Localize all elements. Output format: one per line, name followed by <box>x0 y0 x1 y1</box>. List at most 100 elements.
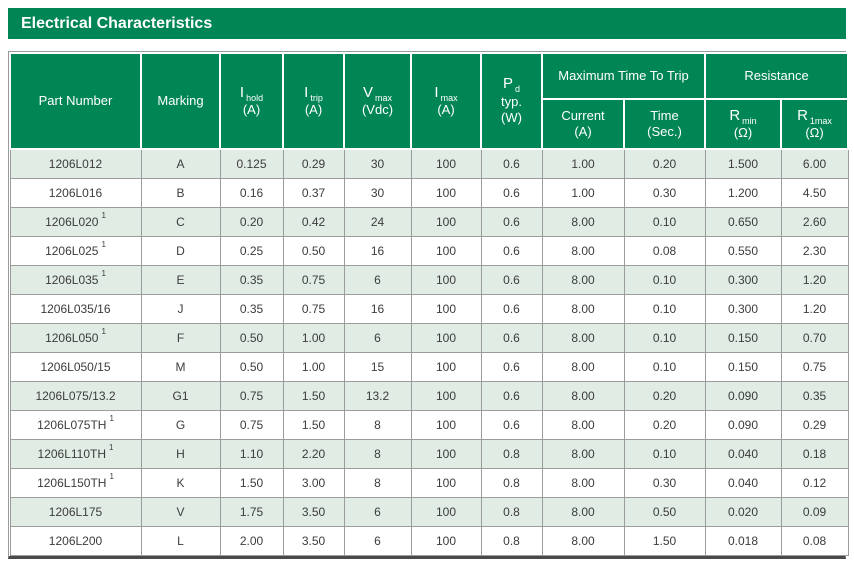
cell-i-trip: 1.50 <box>282 409 345 440</box>
p-d-subscript: d <box>515 84 521 95</box>
r-min-unit: (Ω) <box>733 125 753 141</box>
r-1max-subscript: 1max <box>809 115 832 126</box>
table-row: 1206L175 V 1.75 3.50 6 100 0.8 8.00 0.50 0.020 0.0… <box>9 496 849 527</box>
cell-v-max: 24 <box>343 206 412 237</box>
cell-r-1max: 0.29 <box>780 409 849 440</box>
cell-v-max: 30 <box>343 148 412 179</box>
cell-i-trip: 1.00 <box>282 322 345 353</box>
cell-p-d: 0.6 <box>480 177 543 208</box>
part-number-text: 1206L075/13.2 <box>35 388 116 403</box>
cell-trip-time: 0.30 <box>623 177 706 208</box>
part-number-text: 1206L110TH <box>37 447 107 461</box>
part-number-text: 1206L035/16 <box>40 301 111 316</box>
cell-r-min: 0.090 <box>704 409 782 440</box>
table-row: 1206L075/13.2 G1 0.75 1.50 13.2 100 0.6 8.00 0.2… <box>9 380 849 411</box>
cell-trip-time: 0.50 <box>623 496 706 527</box>
footnote-marker: 1 <box>101 240 106 249</box>
table-row: 1206L035/16 J 0.35 0.75 16 100 0.6 8.00 0.10 0.30… <box>9 293 849 324</box>
table-row: 1206L050/15 M 0.50 1.00 15 100 0.6 8.00 0.10 0.15… <box>9 351 849 382</box>
cell-r-min: 0.040 <box>704 467 782 498</box>
cell-i-trip: 0.50 <box>282 235 345 266</box>
cell-part-number: 1206L020 1 <box>9 206 142 237</box>
cell-trip-time: 0.10 <box>623 351 706 382</box>
part-number-text: 1206L175 <box>48 504 103 519</box>
cell-marking: A <box>140 148 221 179</box>
cell-p-d: 0.8 <box>480 438 543 469</box>
cell-r-min: 0.040 <box>704 438 782 469</box>
cell-trip-current: 8.00 <box>541 264 625 295</box>
table-row: 1206L020 1 C 0.20 0.42 24 100 0.6 8.00 0.10 0.650 2… <box>9 206 849 237</box>
cell-r-1max: 2.30 <box>780 235 849 266</box>
cell-r-1max: 1.20 <box>780 293 849 324</box>
table-body: 1206L012 A 0.125 0.29 30 100 0.6 1.00 0.20 1.500 6… <box>9 148 849 556</box>
r-1max-unit: (Ω) <box>805 125 824 141</box>
v-max-unit: (Vdc) <box>361 102 394 118</box>
col-group-resistance: Resistance <box>704 52 850 100</box>
cell-trip-time: 1.50 <box>623 525 706 556</box>
cell-i-trip: 0.75 <box>282 293 345 324</box>
cell-i-trip: 0.75 <box>282 264 345 295</box>
cell-r-1max: 0.75 <box>780 351 849 382</box>
cell-trip-current: 8.00 <box>541 380 625 411</box>
cell-i-hold: 0.125 <box>219 148 284 179</box>
table-row: 1206L012 A 0.125 0.29 30 100 0.6 1.00 0.20 1.500 6… <box>9 148 849 179</box>
v-max-symbol: V <box>362 83 373 101</box>
v-max-subscript: max <box>375 92 393 103</box>
cell-trip-current: 8.00 <box>541 496 625 527</box>
cell-trip-current: 1.00 <box>541 148 625 179</box>
cell-trip-current: 8.00 <box>541 293 625 324</box>
cell-i-trip: 0.29 <box>282 148 345 179</box>
cell-v-max: 13.2 <box>343 380 412 411</box>
cell-v-max: 15 <box>343 351 412 382</box>
cell-i-max: 100 <box>410 293 482 324</box>
cell-p-d: 0.6 <box>480 235 543 266</box>
cell-i-hold: 0.20 <box>219 206 284 237</box>
table-row: 1206L035 1 E 0.35 0.75 6 100 0.6 8.00 0.10 0.300 1.… <box>9 264 849 295</box>
cell-i-max: 100 <box>410 380 482 411</box>
cell-trip-current: 8.00 <box>541 206 625 237</box>
cell-trip-time: 0.20 <box>623 380 706 411</box>
cell-trip-time: 0.10 <box>623 206 706 237</box>
p-d-symbol: P <box>502 75 513 93</box>
cell-i-max: 100 <box>410 322 482 353</box>
cell-i-hold: 0.25 <box>219 235 284 266</box>
cell-trip-current: 8.00 <box>541 351 625 382</box>
table-row: 1206L110TH 1 H 1.10 2.20 8 100 0.8 8.00 0.10 0.040… <box>9 438 849 469</box>
cell-v-max: 6 <box>343 496 412 527</box>
cell-part-number: 1206L075/13.2 <box>9 380 142 411</box>
cell-r-min: 1.200 <box>704 177 782 208</box>
cell-r-min: 0.550 <box>704 235 782 266</box>
cell-i-hold: 1.75 <box>219 496 284 527</box>
cell-marking: F <box>140 322 221 353</box>
cell-marking: C <box>140 206 221 237</box>
cell-part-number: 1206L016 <box>9 177 142 208</box>
cell-marking: B <box>140 177 221 208</box>
footnote-marker: 1 <box>101 211 106 220</box>
cell-v-max: 6 <box>343 525 412 556</box>
cell-v-max: 8 <box>343 467 412 498</box>
cell-marking: J <box>140 293 221 324</box>
cell-i-max: 100 <box>410 438 482 469</box>
i-max-symbol: I <box>434 83 439 101</box>
cell-i-hold: 1.50 <box>219 467 284 498</box>
cell-i-max: 100 <box>410 409 482 440</box>
cell-r-min: 0.150 <box>704 351 782 382</box>
trip-current-unit: (A) <box>574 124 592 139</box>
footnote-marker: 1 <box>101 269 106 278</box>
cell-i-trip: 2.20 <box>282 438 345 469</box>
i-max-subscript: max <box>440 92 458 103</box>
cell-marking: M <box>140 351 221 382</box>
cell-p-d: 0.6 <box>480 322 543 353</box>
cell-p-d: 0.6 <box>480 380 543 411</box>
i-hold-symbol: I <box>239 83 245 101</box>
cell-marking: D <box>140 235 221 266</box>
cell-trip-current: 1.00 <box>541 177 625 208</box>
cell-part-number: 1206L035/16 <box>9 293 142 324</box>
cell-i-trip: 1.50 <box>282 380 345 411</box>
cell-trip-current: 8.00 <box>541 525 625 556</box>
